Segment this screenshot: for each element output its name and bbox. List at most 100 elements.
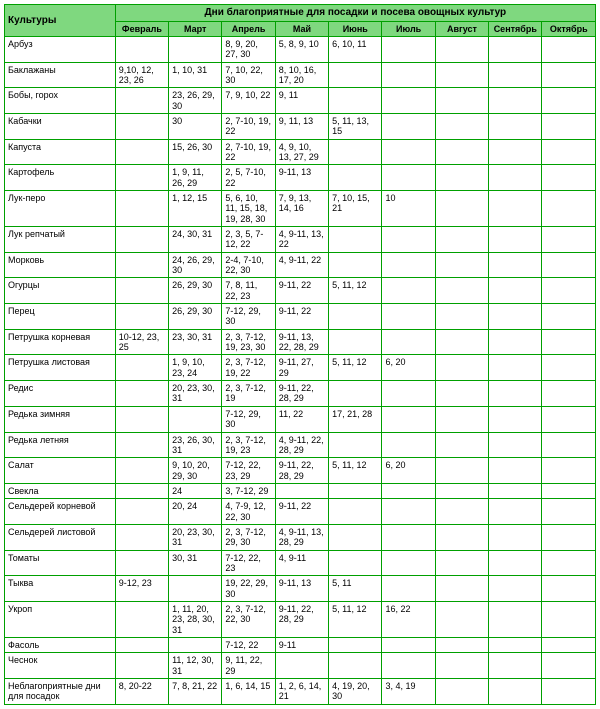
cell (382, 88, 435, 114)
month-header: Июль (382, 21, 435, 36)
cell: 5, 8, 9, 10 (275, 36, 328, 62)
cell (542, 679, 596, 705)
cell (115, 139, 168, 165)
table-row: Баклажаны9,10, 12, 23, 261, 10, 317, 10,… (5, 62, 596, 88)
cell: 4, 9-11, 13, 22 (275, 227, 328, 253)
crop-name: Баклажаны (5, 62, 116, 88)
table-row: Свекла 243, 7-12, 29 (5, 483, 596, 498)
cell (329, 381, 382, 407)
cell (435, 601, 488, 637)
cell (115, 524, 168, 550)
table-row: Огурцы26, 29, 307, 8, 11, 22, 239-11, 22… (5, 278, 596, 304)
cell: 5, 11 (329, 576, 382, 602)
cell: 4, 7-9, 12, 22, 30 (222, 499, 275, 525)
cell (382, 36, 435, 62)
cell (542, 113, 596, 139)
cell (115, 653, 168, 679)
cell: 2, 3, 7-12, 19, 23, 30 (222, 329, 275, 355)
cell (382, 165, 435, 191)
crop-name: Неблагоприятные дни для посадок (5, 679, 116, 705)
cell (542, 355, 596, 381)
cell: 7-12, 22, 23, 29 (222, 458, 275, 484)
cell (489, 601, 542, 637)
row-header: Культуры (5, 5, 116, 37)
cell: 5, 6, 10, 11, 15, 18, 19, 28, 30 (222, 190, 275, 226)
cell: 9-11, 22 (275, 304, 328, 330)
crop-name: Кабачки (5, 113, 116, 139)
crop-name: Чеснок (5, 653, 116, 679)
cell (542, 304, 596, 330)
cell: 7, 8, 21, 22 (169, 679, 222, 705)
cell: 7, 8, 11, 22, 23 (222, 278, 275, 304)
cell (489, 36, 542, 62)
month-header: Август (435, 21, 488, 36)
cell: 8, 20-22 (115, 679, 168, 705)
cell (382, 499, 435, 525)
table-row: Капуста15, 26, 302, 7-10, 19, 224, 9, 10… (5, 139, 596, 165)
cell (435, 36, 488, 62)
cell: 2, 3, 7-12, 19, 22 (222, 355, 275, 381)
cell (489, 653, 542, 679)
table-row: Перец26, 29, 307-12, 29, 309-11, 22 (5, 304, 596, 330)
cell (382, 304, 435, 330)
cell (435, 381, 488, 407)
cell (382, 638, 435, 653)
cell (489, 432, 542, 458)
cell (115, 499, 168, 525)
cell (489, 139, 542, 165)
cell: 1, 9, 10, 23, 24 (169, 355, 222, 381)
month-header: Февраль (115, 21, 168, 36)
crop-name: Салат (5, 458, 116, 484)
cell (542, 432, 596, 458)
table-row: Укроп1, 11, 20, 23, 28, 30, 312, 3, 7-12… (5, 601, 596, 637)
cell (435, 679, 488, 705)
cell: 5, 11, 12 (329, 601, 382, 637)
cell (115, 88, 168, 114)
cell (542, 601, 596, 637)
cell (435, 499, 488, 525)
cell (489, 458, 542, 484)
cell (115, 550, 168, 576)
cell (542, 653, 596, 679)
cell: 24 (169, 483, 222, 498)
cell: 9-11 (275, 638, 328, 653)
table-row: Фасоль7-12, 229-11 (5, 638, 596, 653)
cell (435, 227, 488, 253)
cell (115, 458, 168, 484)
cell (382, 139, 435, 165)
cell: 3, 7-12, 29 (222, 483, 275, 498)
cell (542, 190, 596, 226)
cell (382, 432, 435, 458)
cell (542, 638, 596, 653)
cell (435, 278, 488, 304)
cell (329, 483, 382, 498)
cell (542, 499, 596, 525)
cell (489, 227, 542, 253)
cell (489, 165, 542, 191)
cell: 5, 11, 12 (329, 355, 382, 381)
month-header: Март (169, 21, 222, 36)
cell (542, 227, 596, 253)
crop-name: Свекла (5, 483, 116, 498)
cell (382, 653, 435, 679)
table-row: Лук-перо1, 12, 155, 6, 10, 11, 15, 18, 1… (5, 190, 596, 226)
table-row: Томаты30, 317-12, 22, 234, 9-11 (5, 550, 596, 576)
cell: 30, 31 (169, 550, 222, 576)
cell: 9-11, 22, 28, 29 (275, 601, 328, 637)
cell (435, 139, 488, 165)
table-row: Бобы, горох23, 26, 29, 307, 9, 10, 229, … (5, 88, 596, 114)
table-row: Петрушка листовая1, 9, 10, 23, 242, 3, 7… (5, 355, 596, 381)
cell: 9, 11 (275, 88, 328, 114)
crop-name: Редька летняя (5, 432, 116, 458)
cell (115, 190, 168, 226)
cell: 19, 22, 29, 30 (222, 576, 275, 602)
month-header: Май (275, 21, 328, 36)
cell (329, 139, 382, 165)
cell (435, 653, 488, 679)
cell (542, 524, 596, 550)
cell (435, 483, 488, 498)
month-header: Сентябрь (489, 21, 542, 36)
cell: 7, 9, 10, 22 (222, 88, 275, 114)
cell: 9-12, 23 (115, 576, 168, 602)
cell (382, 252, 435, 278)
